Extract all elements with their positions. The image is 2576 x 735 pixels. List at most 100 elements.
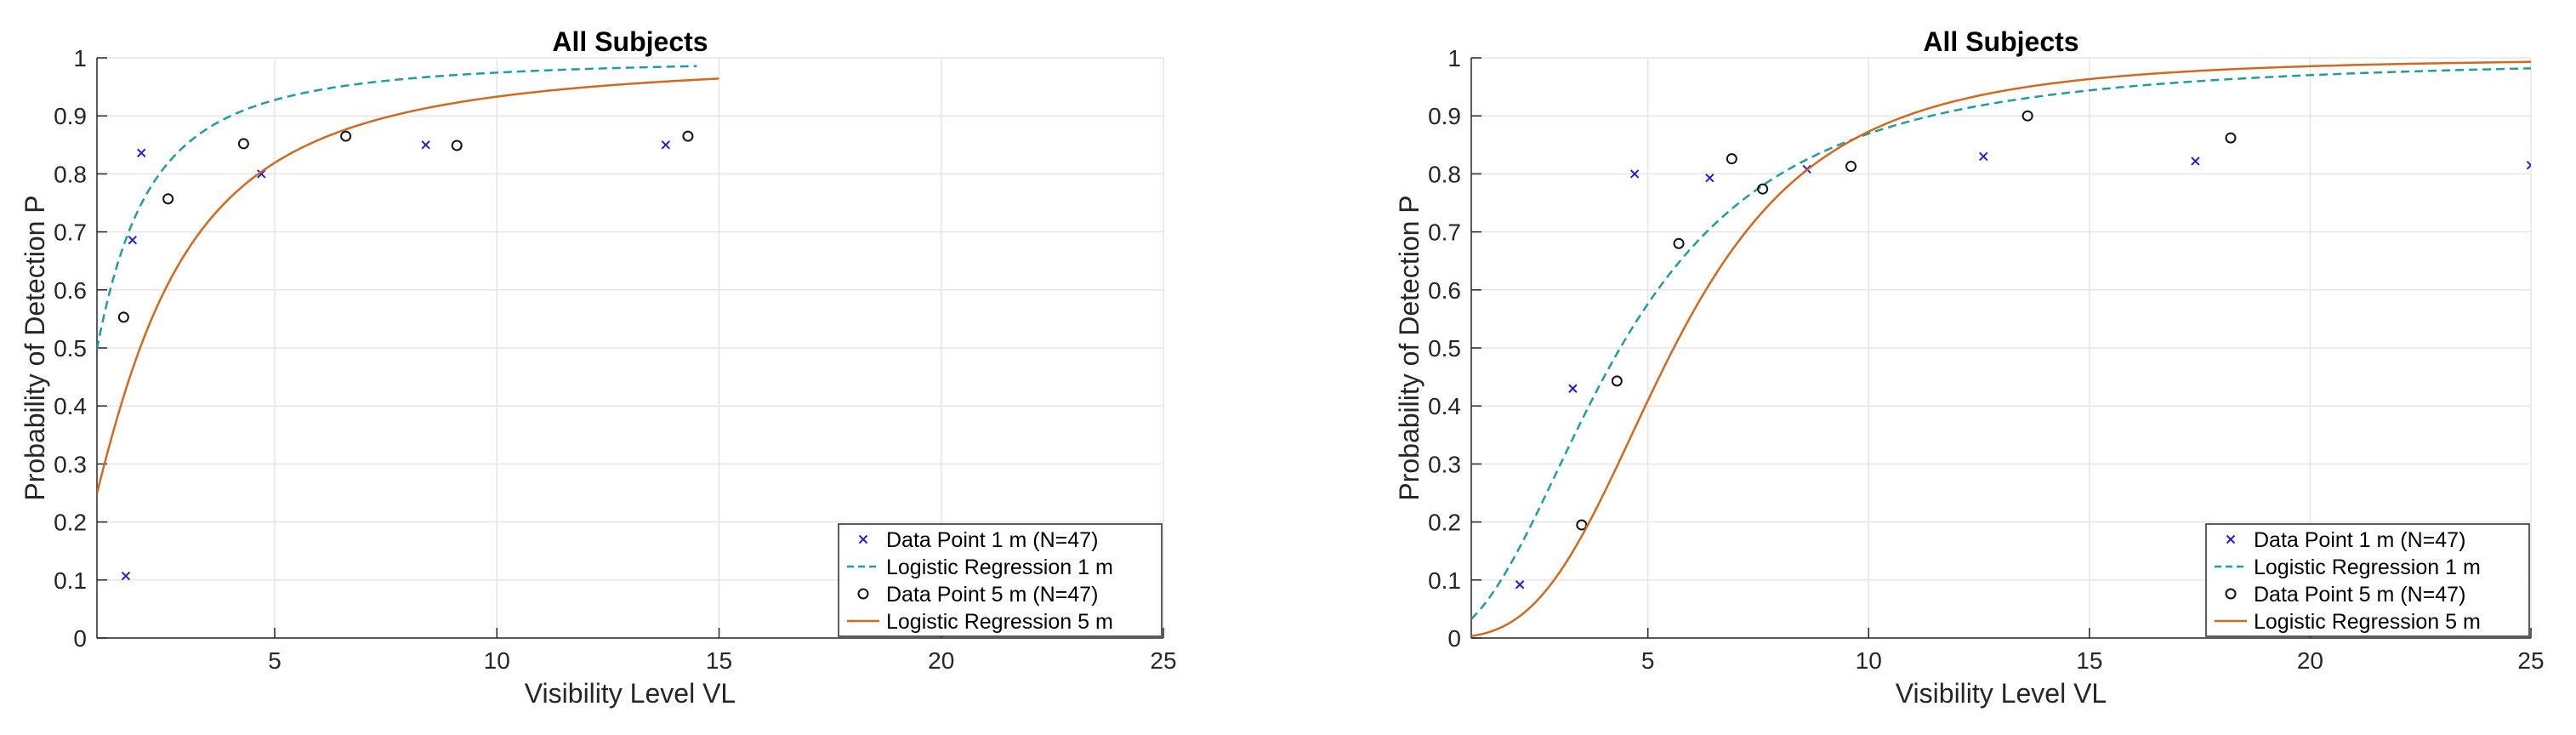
legend-box bbox=[2205, 523, 2530, 637]
x-tick-label: 5 bbox=[1641, 647, 1655, 674]
y-tick-label: 0.3 bbox=[1428, 451, 1461, 477]
data-point-x-marker bbox=[1705, 173, 1714, 183]
marker-stroke bbox=[421, 140, 430, 150]
data-point-x-marker bbox=[1515, 580, 1525, 590]
y-tick-label: 0 bbox=[1447, 625, 1461, 652]
chart-panel-2: 5 10 15 20 25 0 0.1 0.2 0.3 0.4 0.5 0.6 0.7 0.8 0.9 1 Al… bbox=[1394, 26, 2545, 709]
marker-stroke bbox=[2191, 157, 2200, 166]
marker-stroke bbox=[1705, 173, 1714, 183]
plot-content bbox=[97, 65, 719, 581]
legend-box bbox=[838, 523, 1163, 637]
y-tick-label: 0.9 bbox=[1428, 103, 1461, 129]
legend-entry-label: Logistic Regression 5 m bbox=[2254, 610, 2481, 634]
plot-content bbox=[1471, 60, 2531, 637]
x-tick-label: 20 bbox=[2297, 647, 2323, 674]
data-point-circle-marker bbox=[237, 138, 249, 150]
data-point-x-marker bbox=[2191, 157, 2200, 166]
x-tick-label: 10 bbox=[1856, 647, 1882, 674]
data-point-circle-marker bbox=[1726, 153, 1737, 165]
y-tick-label: 0.6 bbox=[1428, 277, 1461, 304]
legend-entry-label: Data Point 5 m (N=47) bbox=[2254, 583, 2465, 607]
y-tick-label: 0.1 bbox=[1428, 567, 1461, 594]
marker-stroke bbox=[1979, 151, 1988, 162]
marker-stroke bbox=[661, 140, 671, 150]
data-point-circle-marker bbox=[2022, 110, 2033, 122]
y-tick-label: 1 bbox=[1447, 45, 1461, 71]
legend-entry-label: Logistic Regression 1 m bbox=[2254, 556, 2481, 579]
chart-panel-1: 5 10 15 20 25 0 0.1 0.2 0.3 0.4 0.5 0.6 0.7 0.8 0.9 1 Al… bbox=[20, 26, 1177, 709]
data-point-circle-marker bbox=[1845, 161, 1857, 173]
y-tick-label: 0.8 bbox=[54, 161, 87, 187]
chart-title: All Subjects bbox=[1923, 26, 2078, 57]
series-line-2 bbox=[97, 65, 697, 350]
legend-swatch-circle bbox=[2225, 588, 2237, 600]
legend-swatch-x bbox=[858, 534, 868, 544]
data-point-x-marker bbox=[2526, 160, 2531, 170]
data-point-circle-marker bbox=[1673, 237, 1685, 249]
x-axis-label: Visibility Level VL bbox=[1896, 678, 2107, 709]
data-point-circle-marker bbox=[682, 130, 694, 142]
marker-stroke bbox=[137, 148, 146, 158]
chart-title: All Subjects bbox=[552, 26, 708, 57]
y-tick-label: 0.5 bbox=[54, 335, 87, 362]
y-tick-label: 0.7 bbox=[54, 219, 87, 246]
x-tick-label: 5 bbox=[268, 647, 281, 674]
data-point-circle-marker bbox=[1576, 519, 1588, 531]
data-point-x-marker bbox=[1568, 384, 1578, 393]
data-point-x-marker bbox=[661, 140, 671, 150]
marker-stroke bbox=[1629, 169, 1640, 179]
y-axis-label: Probability of Detection P bbox=[20, 195, 50, 500]
x-tick-label: 15 bbox=[2076, 647, 2102, 674]
data-point-x-marker bbox=[421, 140, 430, 150]
y-tick-label: 0.4 bbox=[1428, 393, 1461, 419]
marker-stroke bbox=[121, 571, 131, 581]
x-tick-label: 20 bbox=[928, 647, 954, 674]
y-tick-label: 0.2 bbox=[54, 510, 87, 536]
legend-entry-label: Data Point 1 m (N=47) bbox=[886, 528, 1098, 552]
legend: Data Point 1 m (N=47) Logistic Regression… bbox=[838, 523, 1163, 637]
series-line-2 bbox=[1471, 67, 2531, 620]
marker-stroke bbox=[2526, 160, 2531, 167]
y-axis-label: Probability of Detection P bbox=[1394, 195, 1424, 500]
y-tick-label: 0.9 bbox=[54, 103, 87, 129]
data-point-circle-marker bbox=[2225, 132, 2237, 144]
data-point-circle-marker bbox=[340, 130, 352, 142]
data-point-circle-marker bbox=[1611, 375, 1623, 387]
marker-stroke bbox=[1568, 384, 1578, 393]
legend-entry-label: Data Point 5 m (N=47) bbox=[886, 583, 1098, 607]
data-point-circle-marker bbox=[1757, 183, 1769, 195]
y-tick-label: 0.5 bbox=[1428, 335, 1461, 362]
data-point-circle-marker bbox=[162, 193, 174, 205]
y-tick-label: 0.3 bbox=[54, 451, 87, 477]
x-tick-label: 25 bbox=[1150, 647, 1176, 674]
legend: Data Point 1 m (N=47) Logistic Regression… bbox=[2205, 523, 2530, 637]
y-tick-label: 0 bbox=[73, 625, 87, 652]
legend-entry-label: Logistic Regression 5 m bbox=[886, 610, 1113, 634]
series-line-4 bbox=[97, 77, 719, 494]
data-point-circle-marker bbox=[117, 311, 129, 323]
data-point-x-marker bbox=[137, 148, 146, 158]
legend-swatch-x bbox=[2226, 534, 2236, 544]
x-axis-label: Visibility Level VL bbox=[525, 678, 736, 709]
data-point-x-marker bbox=[1979, 151, 1988, 162]
y-tick-label: 0.2 bbox=[1428, 510, 1461, 536]
y-tick-label: 0.6 bbox=[54, 277, 87, 304]
marker-stroke bbox=[1515, 580, 1525, 590]
legend-entry-label: Data Point 1 m (N=47) bbox=[2254, 528, 2465, 552]
data-point-x-marker bbox=[121, 571, 131, 581]
y-tick-label: 0.7 bbox=[1428, 219, 1461, 246]
y-tick-label: 0.1 bbox=[54, 567, 87, 594]
data-point-x-marker bbox=[257, 169, 266, 179]
data-point-circle-marker bbox=[451, 140, 463, 151]
x-tick-label: 10 bbox=[484, 647, 510, 674]
x-tick-label: 15 bbox=[706, 647, 732, 674]
legend-entry-label: Logistic Regression 1 m bbox=[886, 556, 1113, 579]
legend-swatch-circle bbox=[857, 588, 869, 600]
y-tick-label: 0.4 bbox=[54, 393, 87, 419]
y-tick-label: 0.8 bbox=[1428, 161, 1461, 187]
marker-stroke bbox=[257, 169, 266, 179]
marker-stroke bbox=[2526, 163, 2531, 170]
data-point-x-marker bbox=[128, 235, 138, 245]
marker-stroke bbox=[128, 235, 138, 245]
